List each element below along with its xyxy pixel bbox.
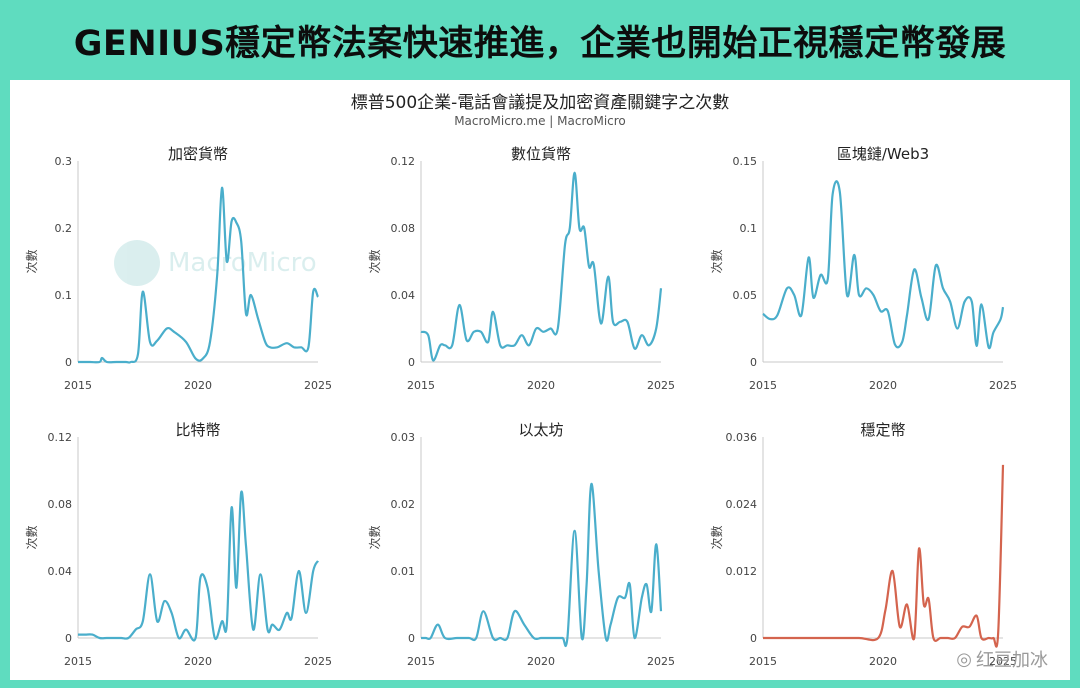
series-line [420, 171, 663, 362]
footer-watermark: ◎ 红豆加冰 [956, 646, 1048, 672]
series-line [78, 490, 319, 642]
y-tick-label: 0.15 [733, 155, 758, 168]
x-tick-label: 2020 [184, 379, 212, 392]
chart-title: 標普500企業-電話會議提及加密資產關鍵字之次數 [350, 93, 730, 113]
y-tick-label: 0.08 [391, 222, 416, 235]
y-tick-label: 0.05 [733, 289, 758, 302]
y-tick-label: 0.08 [48, 498, 73, 511]
chart-source: MacroMicro.me | MacroMicro [454, 114, 626, 128]
y-axis-label: 次數 [368, 249, 382, 273]
y-axis-label: 次數 [25, 525, 39, 549]
watermark-icon [114, 240, 160, 286]
y-tick-label: 0.01 [391, 565, 416, 578]
subplot-title: 比特幣 [175, 421, 220, 439]
x-tick-label: 2015 [749, 655, 777, 668]
series-line [77, 186, 320, 364]
y-tick-label: 0 [750, 632, 757, 645]
chart-panel: MacroMicro 標普500企業-電話會議提及加密資產關鍵字之次數 Macr… [10, 80, 1070, 680]
y-axis-label: 次數 [710, 525, 724, 549]
y-tick-label: 0 [750, 356, 757, 369]
y-tick-label: 0 [65, 632, 72, 645]
y-tick-label: 0.1 [55, 289, 73, 302]
x-tick-label: 2025 [304, 655, 332, 668]
x-tick-label: 2015 [64, 379, 92, 392]
series-line [763, 464, 1005, 648]
y-tick-label: 0.04 [391, 289, 416, 302]
x-tick-label: 2020 [869, 655, 897, 668]
chart-3: 區塊鏈/Web3 次數 0 0.05 0.1 0.15 2015 2020 2025 [710, 145, 1017, 392]
y-axis-label: 次數 [25, 249, 39, 273]
y-tick-label: 0.012 [726, 565, 758, 578]
y-tick-label: 0.04 [48, 565, 73, 578]
y-axis-label: 次數 [710, 249, 724, 273]
y-tick-label: 0.12 [48, 431, 73, 444]
subplot-title: 以太坊 [518, 421, 563, 439]
y-tick-label: 0 [408, 632, 415, 645]
x-tick-label: 2015 [407, 379, 435, 392]
y-tick-label: 0.024 [726, 498, 758, 511]
x-tick-label: 2020 [869, 379, 897, 392]
wechat-icon: ◎ [956, 648, 972, 670]
series-line [762, 180, 1005, 350]
x-tick-label: 2015 [64, 655, 92, 668]
subplot-title: 數位貨幣 [511, 145, 571, 163]
x-tick-label: 2025 [989, 655, 1017, 668]
subplot-title: 穩定幣 [860, 421, 905, 439]
x-tick-label: 2015 [407, 655, 435, 668]
y-tick-label: 0 [65, 356, 72, 369]
y-tick-label: 0.12 [391, 155, 416, 168]
y-tick-label: 0.03 [391, 431, 416, 444]
x-tick-label: 2020 [527, 379, 555, 392]
y-tick-label: 0 [408, 356, 415, 369]
y-tick-label: 0.02 [391, 498, 416, 511]
x-tick-label: 2020 [184, 655, 212, 668]
x-tick-label: 2025 [304, 379, 332, 392]
x-tick-label: 2025 [647, 655, 675, 668]
x-tick-label: 2020 [527, 655, 555, 668]
headline: GENIUS穩定幣法案快速推進，企業也開始正視穩定幣發展 [73, 23, 1007, 64]
x-tick-label: 2025 [647, 379, 675, 392]
x-tick-label: 2015 [749, 379, 777, 392]
y-axis-label: 次數 [368, 525, 382, 549]
y-tick-label: 0.036 [726, 431, 758, 444]
x-tick-label: 2025 [989, 379, 1017, 392]
subplot-title: 區塊鏈/Web3 [837, 145, 929, 163]
y-tick-label: 0.3 [55, 155, 73, 168]
footer-text: 红豆加冰 [976, 650, 1048, 671]
subplot-title: 加密貨幣 [168, 145, 228, 163]
y-tick-label: 0.2 [55, 222, 73, 235]
y-tick-label: 0.1 [740, 222, 758, 235]
series-line [421, 482, 663, 647]
